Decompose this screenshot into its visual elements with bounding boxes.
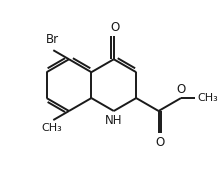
Text: NH: NH xyxy=(105,114,123,127)
Text: O: O xyxy=(176,83,186,96)
Text: O: O xyxy=(110,21,119,34)
Text: O: O xyxy=(155,136,164,149)
Text: Br: Br xyxy=(46,33,59,46)
Text: CH₃: CH₃ xyxy=(197,93,218,103)
Text: CH₃: CH₃ xyxy=(41,123,62,133)
